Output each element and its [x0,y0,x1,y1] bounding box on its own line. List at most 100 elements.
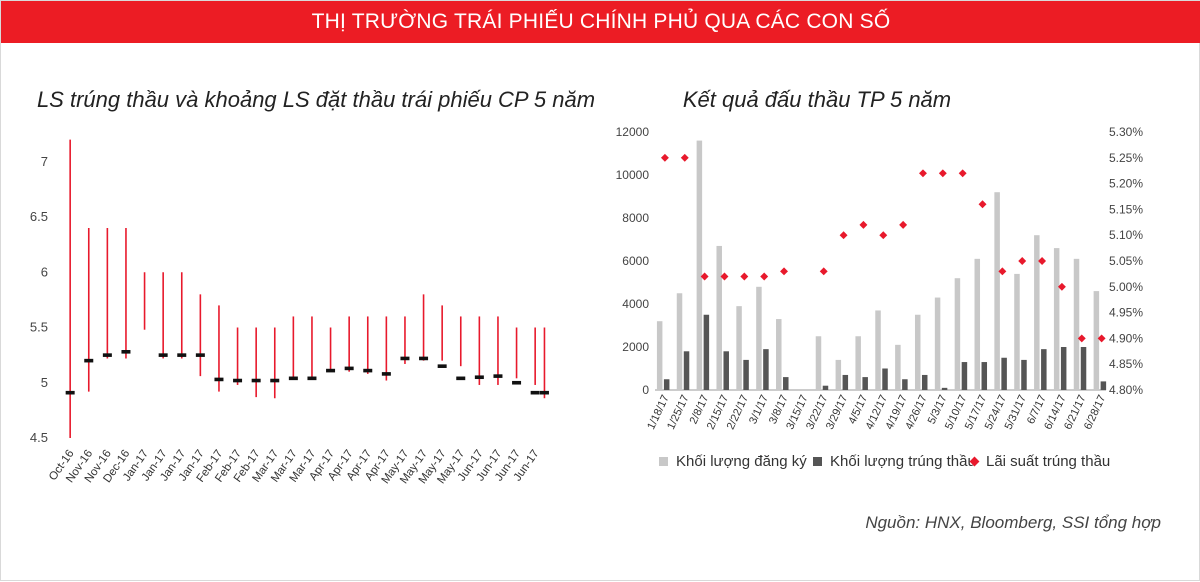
right-y-tick-label: 10000 [616,168,650,182]
right-y2-tick-label: 4.95% [1109,306,1143,320]
registered-volume-bar [716,245,722,390]
right-y-tick-label: 0 [642,383,649,397]
left-winning-mark [214,377,224,382]
legend-marker-winning-rate [969,456,980,467]
left-winning-mark [307,376,317,381]
legend-item-winning-volume: Khối lượng trúng thầu [813,453,976,470]
registered-volume-bar [934,297,941,390]
winning-volume-bar [743,359,749,390]
winning-volume-bar [1100,381,1107,390]
winning-rate-marker [660,153,669,162]
right-y2-tick-label: 5.10% [1109,228,1143,242]
left-y-tick-label: 4.5 [30,430,48,445]
winning-rate-marker [879,231,888,240]
registered-volume-bar [776,319,782,390]
legend-item-winning-rate: Lãi suất trúng thầu [969,453,1110,470]
left-winning-mark [270,378,280,383]
registered-volume-bar [835,359,842,390]
winning-volume-bar [981,362,988,390]
registered-volume-bar [1053,248,1060,390]
left-y-tick-label: 6.5 [30,209,48,224]
registered-volume-bar [954,278,961,390]
right-y2-tick-label: 5.30% [1109,125,1143,139]
registered-volume-bar [756,286,762,390]
registered-volume-bar [875,310,881,390]
legend-label-registered: Khối lượng đăng ký [676,453,807,470]
left-winning-mark [177,353,187,357]
winning-volume-bar [783,377,789,390]
right-y2-tick-label: 5.20% [1109,177,1143,191]
left-winning-mark [539,390,549,395]
winning-volume-bar [763,349,769,390]
registered-volume-bar [895,344,901,390]
left-winning-mark [530,390,540,395]
registered-volume-bar [994,192,1000,390]
registered-volume-bar [696,140,703,390]
left-winning-mark [456,376,466,381]
right-y-tick-label: 6000 [622,254,649,268]
winning-volume-bar [961,362,968,390]
source-note: Nguồn: HNX, Bloomberg, SSI tổng hợp [865,513,1161,532]
left-winning-mark [474,375,484,380]
left-y-tick-label: 5.5 [30,320,48,335]
right-y2-tick-label: 4.90% [1109,331,1143,345]
left-winning-mark [251,378,261,383]
winning-rate-marker [700,272,709,281]
registered-volume-bar [656,321,663,390]
banner-title: THỊ TRƯỜNG TRÁI PHIẾU CHÍNH PHỦ QUA CÁC … [1,1,1200,43]
left-winning-mark [121,350,131,354]
winning-volume-bar [902,379,908,390]
winning-volume-bar [842,374,849,390]
winning-rate-marker [839,231,848,240]
winning-rate-marker [760,272,769,281]
left-winning-mark [195,353,205,357]
right-y-tick-label: 8000 [622,211,649,225]
winning-rate-marker [1097,334,1106,343]
winning-volume-bar [1001,357,1007,390]
winning-volume-bar [882,368,888,390]
left-winning-mark [84,358,94,363]
winning-volume-bar [683,351,690,390]
winning-rate-marker [938,169,947,178]
winning-rate-marker [859,220,868,229]
winning-rate-marker [1077,334,1086,343]
winning-volume-bar [1060,347,1067,390]
right-y-tick-label: 12000 [616,125,650,139]
right-y-tick-label: 2000 [622,340,649,354]
winning-rate-marker [958,169,967,178]
right-y-tick-label: 4000 [622,297,649,311]
winning-volume-bar [862,377,868,390]
right-chart-title: Kết quả đấu thầu TP 5 năm [682,87,952,112]
registered-volume-bar [736,306,742,390]
registered-volume-bar [855,336,861,390]
right-y2-tick-label: 4.80% [1109,383,1143,397]
left-winning-mark [512,380,522,385]
legend-item-registered: Khối lượng đăng ký [659,453,807,470]
winning-rate-marker [680,153,689,162]
winning-rate-marker [780,267,788,276]
winning-volume-bar [1080,347,1087,390]
winning-rate-marker [1018,257,1027,265]
registered-volume-bar [1014,273,1020,390]
winning-volume-bar [1041,349,1047,390]
right-y2-tick-label: 5.15% [1109,202,1143,216]
winning-volume-bar [663,379,670,390]
winning-volume-bar [822,385,829,390]
winning-rate-marker [819,267,828,276]
left-winning-mark [102,353,112,357]
legend-swatch-winning-volume [813,457,822,466]
registered-volume-bar [1093,291,1100,390]
winning-rate-marker [899,220,908,229]
winning-rate-marker [978,200,987,209]
right-y2-tick-label: 4.85% [1109,357,1143,371]
winning-rate-marker [1057,282,1066,291]
left-winning-mark [493,374,503,378]
registered-volume-bar [1073,258,1080,390]
registered-volume-bar [974,258,981,390]
winning-volume-bar [703,314,710,390]
winning-volume-bar [723,351,729,390]
winning-volume-bar [1021,359,1027,390]
right-y2-tick-label: 5.00% [1109,280,1143,294]
